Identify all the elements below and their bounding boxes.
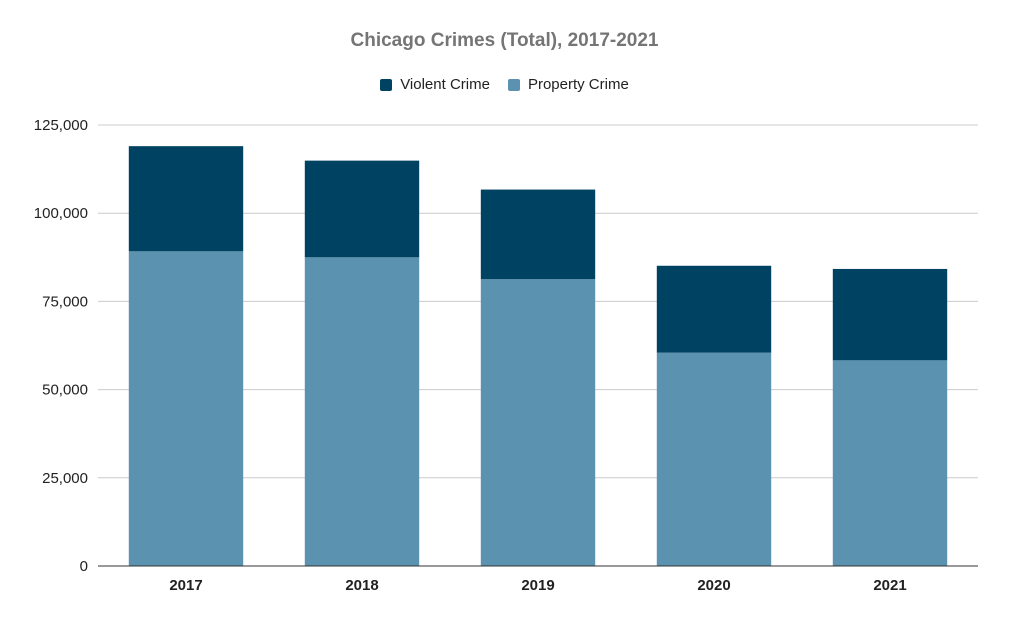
legend-label-violent-crime: Violent Crime [400, 76, 490, 93]
bar-violent-crime [832, 268, 948, 361]
bar-property-crime [304, 257, 420, 566]
legend-swatch-violent-crime [380, 78, 393, 91]
bar-violent-crime [128, 146, 244, 252]
chart-title: Chicago Crimes (Total), 2017-2021 [350, 30, 659, 51]
y-tick-label: 125,000 [34, 117, 88, 134]
legend-item-violent-crime[interactable]: Violent Crime [380, 76, 490, 93]
bar-property-crime [128, 251, 244, 566]
bar-property-crime [832, 360, 948, 566]
x-tick-label: 2020 [697, 577, 730, 594]
bar-violent-crime [656, 265, 772, 353]
x-tick-label: 2021 [873, 577, 906, 594]
legend-swatch-property-crime [507, 78, 520, 91]
bar-violent-crime [480, 189, 596, 280]
y-tick-label: 100,000 [34, 205, 88, 222]
y-tick-label: 0 [80, 558, 88, 575]
x-tick-label: 2018 [345, 577, 378, 594]
legend: Violent Crime Property Crime [0, 76, 1009, 93]
bar-violent-crime [304, 160, 420, 258]
y-tick-label: 50,000 [42, 382, 88, 399]
legend-label-property-crime: Property Crime [527, 76, 629, 93]
bar-property-crime [480, 279, 596, 566]
y-tick-label: 25,000 [42, 470, 88, 487]
x-tick-label: 2019 [521, 577, 554, 594]
legend-item-property-crime[interactable]: Property Crime [507, 76, 629, 93]
bar-property-crime [656, 352, 772, 566]
y-tick-label: 75,000 [42, 293, 88, 310]
x-tick-label: 2017 [169, 577, 202, 594]
